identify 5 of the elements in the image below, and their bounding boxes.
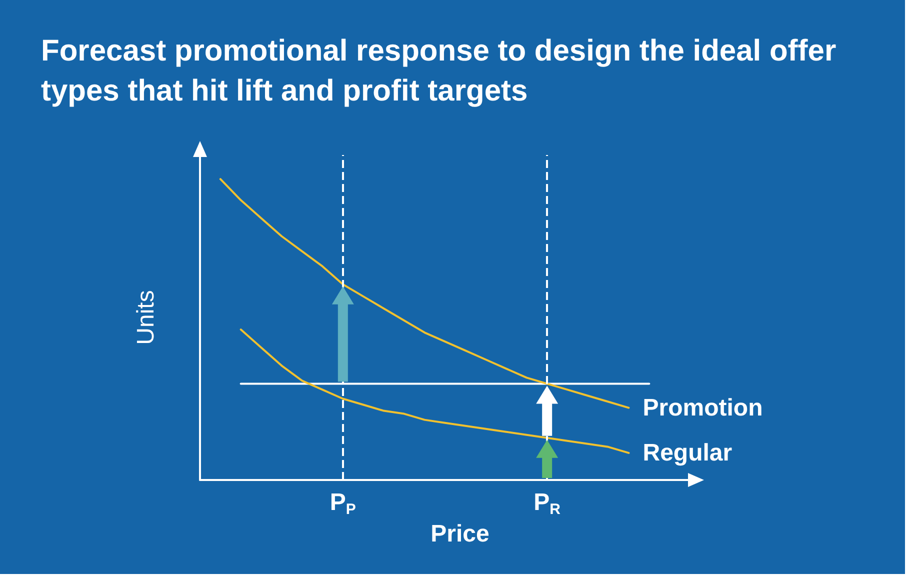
- y-axis-title: Units: [132, 290, 160, 345]
- series-label: Promotion: [642, 394, 763, 422]
- series-label: Regular: [642, 439, 732, 466]
- chart-title: Forecast promotional response to design the ideal offer types that hit lift and profit targets: [41, 34, 844, 108]
- x-axis-title: Price: [430, 520, 490, 548]
